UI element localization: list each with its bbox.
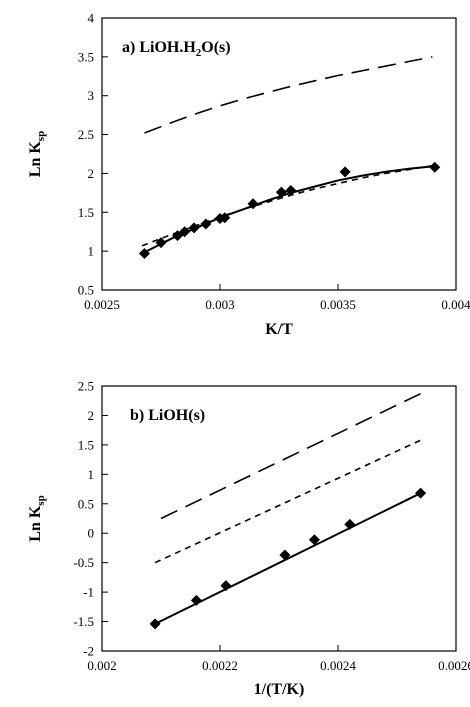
y-tick-label: 2.5 [78, 379, 94, 394]
y-tick-label: 2.5 [78, 127, 94, 142]
y-tick-label: 1.5 [78, 437, 94, 452]
series-line-solid [141, 165, 433, 255]
series-line-long-dash [160, 392, 421, 520]
data-point-marker [308, 534, 320, 546]
panel-title-main: b) LiOH(s) [130, 407, 205, 424]
plot-frame [101, 385, 457, 652]
panel-title-tail: O(s) [201, 39, 230, 56]
y-tick-label: 0.5 [78, 496, 94, 511]
y-tick-label: 3.5 [78, 49, 94, 64]
y-tick-label: -1 [83, 585, 94, 600]
x-tick-label: 0.0035 [320, 297, 356, 312]
data-point-marker [339, 166, 351, 178]
data-point-marker [149, 618, 161, 630]
y-tick-label: 0.5 [78, 283, 94, 298]
series-line-solid [154, 492, 422, 625]
y-tick-label: 4 [88, 11, 95, 26]
y-axis-label-main: Ln K [27, 141, 44, 178]
series-line-short-dash [154, 439, 421, 564]
y-axis-label: Ln Ksp [27, 495, 47, 541]
y-tick-label: 3 [88, 88, 95, 103]
y-tick-label: -2 [83, 644, 94, 659]
x-tick-label: 0.0022 [202, 658, 238, 673]
y-axis-label-main: Ln K [27, 505, 44, 542]
y-tick-label: 2 [88, 166, 95, 181]
y-tick-label: 2 [88, 408, 95, 423]
x-axis-label: K/T [265, 321, 293, 338]
y-axis-label: Ln Ksp [27, 131, 47, 177]
x-tick-label: 0.004 [441, 297, 470, 312]
chart-panel-1: -2 -1.5 -1 -0.5 0 0.5 1 1.5 2 2.5 0.002 0.0022 0.002… [27, 379, 470, 699]
panel-title-subscript: 2 [196, 47, 202, 59]
plot-frame [101, 17, 457, 291]
panel-title: a) LiOH.H2O(s) [122, 39, 231, 59]
series-line-long-dash [144, 56, 433, 134]
x-tick-label: 0.0025 [84, 297, 120, 312]
data-point-marker [429, 161, 441, 173]
x-tick-label: 0.0024 [320, 658, 356, 673]
panel-title-main: a) LiOH.H [122, 39, 196, 56]
x-tick-label: 0.003 [205, 297, 234, 312]
x-tick-label: 0.0026 [438, 658, 470, 673]
y-axis-label-subscript: sp [35, 495, 47, 505]
data-point-marker [415, 487, 427, 499]
y-tick-label: 1.5 [78, 205, 94, 220]
y-tick-label: 1 [88, 244, 95, 259]
y-axis-label-subscript: sp [35, 131, 47, 141]
x-tick-label: 0.002 [87, 658, 116, 673]
x-axis-label: 1/(T/K) [254, 681, 305, 698]
panel-title: b) LiOH(s) [130, 407, 205, 424]
chart-panel-0: 0.5 1 1.5 2 2.5 3 3.5 4 0.0025 0.003 0.0035 0.004 K/… [27, 11, 470, 339]
y-tick-label: 1 [88, 467, 95, 482]
y-tick-label: 0 [88, 526, 95, 541]
y-tick-label: -0.5 [73, 555, 94, 570]
series-line-short-dash [141, 164, 433, 247]
y-tick-label: -1.5 [73, 614, 94, 629]
